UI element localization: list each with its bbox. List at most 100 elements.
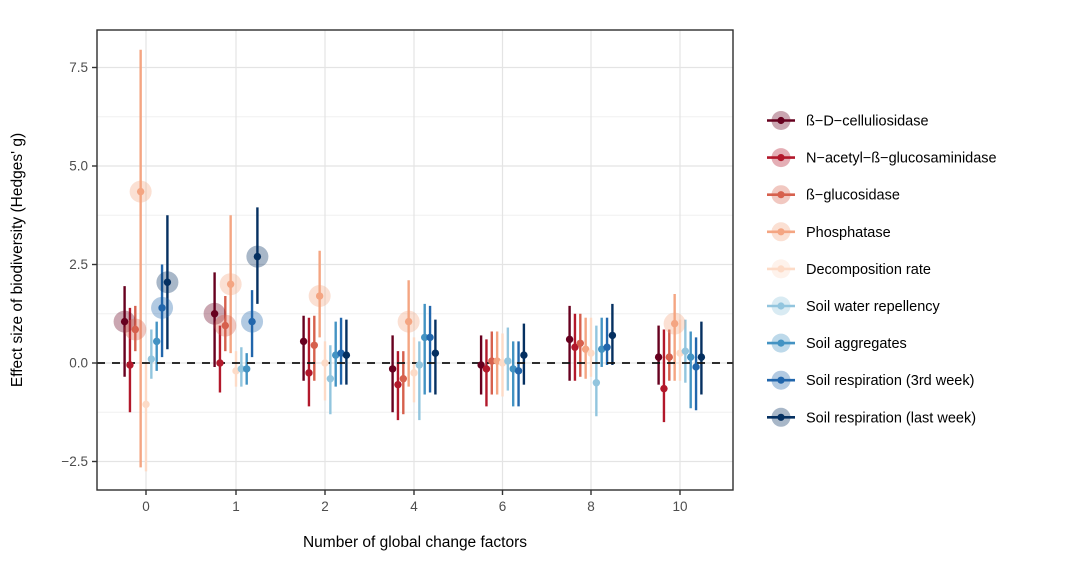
legend-key-point-1 xyxy=(777,154,785,162)
point-s4-x0 xyxy=(142,400,150,409)
legend-label-3: Phosphatase xyxy=(806,225,891,241)
point-s1-x4 xyxy=(394,380,402,389)
point-s3-x4 xyxy=(404,317,413,326)
legend-key-point-0 xyxy=(777,116,785,125)
x-tick-label-2: 2 xyxy=(321,499,329,514)
legend: ß−D−celluliosidase N−acetyl−ß−glucosamini… xyxy=(767,111,997,427)
legend-key-point-5 xyxy=(777,302,785,310)
legend-key-point-7 xyxy=(777,376,785,384)
point-s3-x8 xyxy=(581,345,590,353)
x-tick-label-6: 10 xyxy=(672,499,687,514)
panel-background xyxy=(97,30,733,490)
point-s8-x0 xyxy=(163,278,172,286)
point-s2-x1 xyxy=(221,321,229,330)
y-tick-label-4: −2.5 xyxy=(61,454,88,469)
grid-layer xyxy=(97,30,733,490)
point-s6-x0 xyxy=(153,337,161,346)
legend-label-1: N−acetyl−ß−glucosaminidase xyxy=(806,151,997,167)
legend-label-2: ß−glucosidase xyxy=(806,188,900,204)
point-s0-x0 xyxy=(120,317,129,326)
point-s0-x4 xyxy=(388,365,397,373)
point-s5-x1 xyxy=(237,365,246,373)
legend-label-6: Soil aggregates xyxy=(806,336,907,352)
x-tick-label-3: 4 xyxy=(410,499,418,514)
point-s6-x4 xyxy=(421,333,429,342)
legend-item-1: N−acetyl−ß−glucosaminidase xyxy=(767,148,997,168)
point-s7-x10 xyxy=(692,363,700,371)
y-tick-label-0: 7.5 xyxy=(69,60,88,75)
legend-label-5: Soil water repellency xyxy=(806,299,941,315)
legend-label-8: Soil respiration (last week) xyxy=(806,410,976,426)
point-s8-x8 xyxy=(608,331,617,340)
point-s3-x1 xyxy=(226,280,235,288)
point-s0-x6 xyxy=(477,361,485,369)
point-layer xyxy=(120,187,706,409)
y-tick-label-1: 5.0 xyxy=(69,159,88,174)
legend-item-0: ß−D−celluliosidase xyxy=(767,111,929,130)
legend-item-7: Soil respiration (3rd week) xyxy=(767,370,974,390)
point-s4-x8 xyxy=(587,349,595,357)
point-s5-x0 xyxy=(147,355,156,363)
point-s1-x8 xyxy=(571,343,579,351)
legend-key-point-8 xyxy=(777,413,785,421)
point-s6-x1 xyxy=(243,365,251,373)
legend-item-8: Soil respiration (last week) xyxy=(767,407,976,427)
legend-item-3: Phosphatase xyxy=(767,222,891,242)
point-s3-x10 xyxy=(670,319,679,328)
panel-border xyxy=(96,29,734,491)
legend-key-point-4 xyxy=(777,265,785,273)
point-s6-x10 xyxy=(687,353,695,361)
point-s2-x0 xyxy=(131,325,139,334)
point-s7-x6 xyxy=(514,367,523,375)
point-s1-x2 xyxy=(305,369,313,377)
point-s5-x10 xyxy=(681,347,690,355)
legend-key-point-3 xyxy=(777,228,785,236)
legend-item-5: Soil water repellency xyxy=(767,296,941,316)
x-axis-title: Number of global change factors xyxy=(303,534,527,551)
point-s3-x2 xyxy=(315,292,324,300)
point-s0-x8 xyxy=(565,335,574,344)
legend-key-point-2 xyxy=(777,191,785,199)
point-s1-x0 xyxy=(126,361,134,369)
point-s2-x2 xyxy=(310,341,318,349)
legend-item-2: ß−glucosidase xyxy=(767,185,900,205)
point-s8-x4 xyxy=(431,349,440,357)
point-s8-x1 xyxy=(253,252,262,261)
point-s8-x2 xyxy=(342,351,351,359)
x-tick-label-4: 6 xyxy=(499,499,507,514)
point-s1-x6 xyxy=(482,365,491,373)
point-s0-x1 xyxy=(210,310,219,318)
point-s5-x6 xyxy=(504,357,512,365)
point-s2-x8 xyxy=(576,339,584,347)
legend-item-6: Soil aggregates xyxy=(767,333,907,353)
legend-label-7: Soil respiration (3rd week) xyxy=(806,373,974,389)
point-s8-x10 xyxy=(697,353,706,361)
point-s2-x10 xyxy=(665,353,673,361)
axis-layer: 7.5 5.0 2.5 0.0 −2.5 0 1 2 4 6 8 10 xyxy=(61,29,734,514)
point-s1-x10 xyxy=(660,384,668,393)
point-s4-x2 xyxy=(321,359,329,367)
point-s5-x8 xyxy=(592,379,601,387)
point-s4-x4 xyxy=(410,369,418,377)
x-tick-label-5: 8 xyxy=(587,499,595,514)
point-s2-x6 xyxy=(488,357,496,365)
point-s7-x8 xyxy=(603,343,611,351)
legend-item-4: Decomposition rate xyxy=(767,259,931,279)
point-s7-x0 xyxy=(158,304,166,312)
y-tick-label-3: 0.0 xyxy=(69,356,88,371)
point-s2-x4 xyxy=(399,375,407,383)
y-axis-title: Effect size of biodiversity (Hedges' g) xyxy=(9,133,26,387)
x-tick-label-0: 0 xyxy=(142,499,150,514)
point-s7-x4 xyxy=(426,333,434,342)
point-s3-x0 xyxy=(136,187,145,196)
point-s1-x1 xyxy=(216,359,224,367)
point-s8-x6 xyxy=(520,351,528,359)
point-s7-x1 xyxy=(248,317,256,326)
point-s5-x2 xyxy=(326,375,335,383)
legend-key-point-6 xyxy=(777,339,785,347)
point-s0-x2 xyxy=(299,337,308,346)
y-tick-label-2: 2.5 xyxy=(69,257,88,272)
legend-label-4: Decomposition rate xyxy=(806,262,931,278)
